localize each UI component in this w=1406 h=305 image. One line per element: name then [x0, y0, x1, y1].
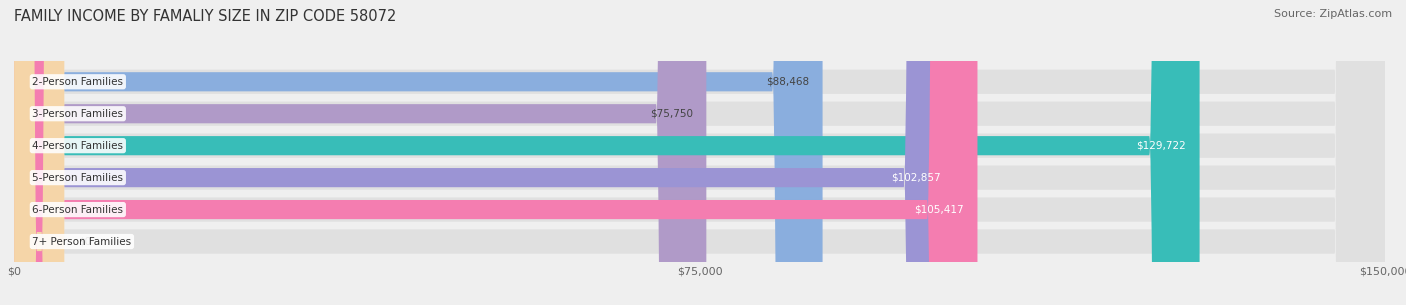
- FancyBboxPatch shape: [14, 0, 1385, 305]
- FancyBboxPatch shape: [14, 0, 1385, 305]
- FancyBboxPatch shape: [14, 0, 65, 305]
- Text: 6-Person Families: 6-Person Families: [32, 205, 124, 215]
- Text: Source: ZipAtlas.com: Source: ZipAtlas.com: [1274, 9, 1392, 19]
- FancyBboxPatch shape: [14, 0, 1199, 305]
- FancyBboxPatch shape: [14, 0, 823, 305]
- Text: $88,468: $88,468: [766, 77, 808, 87]
- FancyBboxPatch shape: [14, 0, 1385, 305]
- Text: 7+ Person Families: 7+ Person Families: [32, 237, 132, 246]
- FancyBboxPatch shape: [14, 0, 977, 305]
- Text: $0: $0: [79, 237, 91, 246]
- FancyBboxPatch shape: [14, 0, 706, 305]
- Text: FAMILY INCOME BY FAMALIY SIZE IN ZIP CODE 58072: FAMILY INCOME BY FAMALIY SIZE IN ZIP COD…: [14, 9, 396, 24]
- FancyBboxPatch shape: [14, 0, 955, 305]
- FancyBboxPatch shape: [14, 0, 1385, 305]
- Text: $105,417: $105,417: [914, 205, 963, 215]
- Text: 3-Person Families: 3-Person Families: [32, 109, 124, 119]
- Text: 2-Person Families: 2-Person Families: [32, 77, 124, 87]
- Text: 5-Person Families: 5-Person Families: [32, 173, 124, 183]
- FancyBboxPatch shape: [14, 0, 1385, 305]
- Text: $102,857: $102,857: [891, 173, 941, 183]
- Text: $129,722: $129,722: [1136, 141, 1185, 151]
- Text: $75,750: $75,750: [650, 109, 693, 119]
- Text: 4-Person Families: 4-Person Families: [32, 141, 124, 151]
- FancyBboxPatch shape: [14, 0, 1385, 305]
